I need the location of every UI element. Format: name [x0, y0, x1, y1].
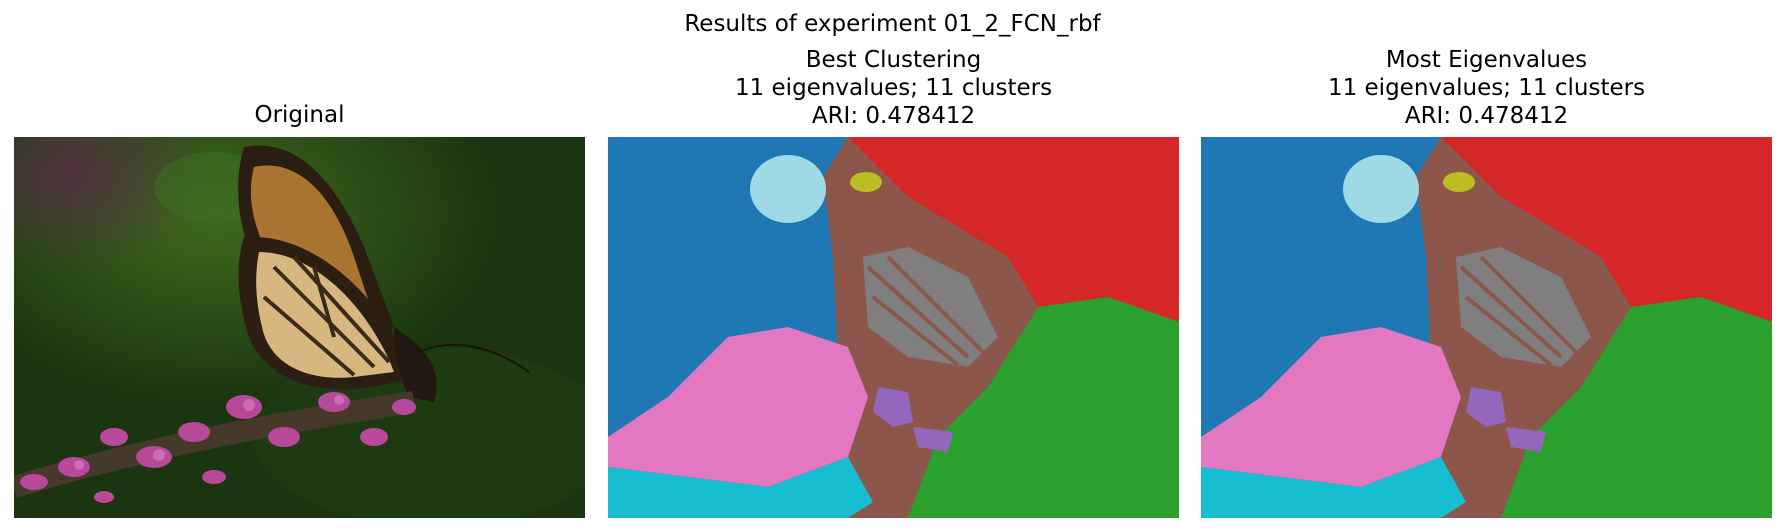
- panel-title-line: ARI: 0.478412: [811, 103, 976, 129]
- figure-suptitle: Results of experiment 01_2_FCN_rbf: [684, 11, 1101, 37]
- panel-title-line: 11 eigenvalues; 11 clusters: [734, 75, 1053, 101]
- best-clustering-panel: [608, 137, 1179, 518]
- most-eigenvalues-panel: [1201, 137, 1772, 518]
- segmentation-map-best: [608, 137, 1179, 518]
- panel-title-line: 11 eigenvalues; 11 clusters: [1327, 75, 1646, 101]
- panel-title-line: Original: [254, 102, 345, 128]
- panel-title-line: Best Clustering: [805, 47, 982, 73]
- butterfly-photo: [14, 137, 585, 518]
- panel-title-line: ARI: 0.478412: [1404, 103, 1569, 129]
- segmentation-map-most: [1201, 137, 1772, 518]
- panel-title-line: Most Eigenvalues: [1385, 47, 1588, 73]
- panel-title-most-eigenvalues: Most Eigenvalues 11 eigenvalues; 11 clus…: [1201, 46, 1772, 130]
- panel-title-original: Original: [14, 101, 585, 129]
- panel-title-best-clustering: Best Clustering 11 eigenvalues; 11 clust…: [608, 46, 1179, 130]
- original-image-panel: [14, 137, 585, 518]
